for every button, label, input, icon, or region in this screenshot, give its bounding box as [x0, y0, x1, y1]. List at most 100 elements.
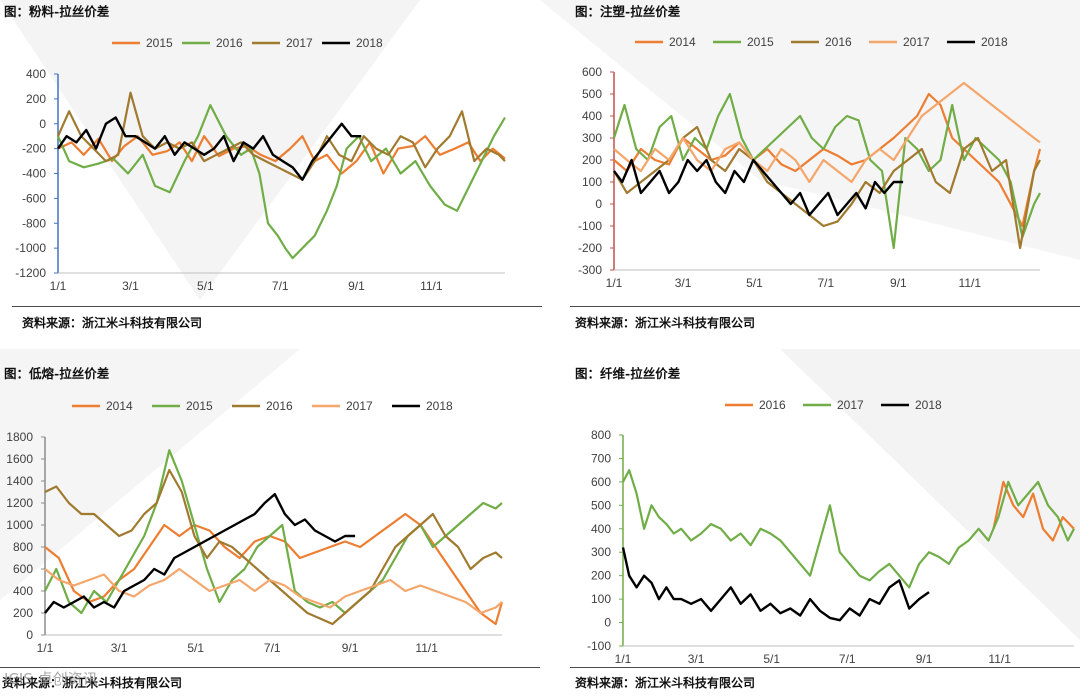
y-tick-label: -600 [22, 191, 46, 205]
panel-title: 图：纤维-拉丝价差 [575, 366, 681, 381]
y-tick-label: 700 [591, 451, 611, 465]
series-line-2018 [621, 547, 930, 622]
y-tick-label: 0 [26, 628, 33, 642]
legend-label-2014: 2014 [669, 35, 696, 49]
y-tick-label: 200 [13, 606, 33, 620]
y-tick-label: 500 [591, 498, 611, 512]
legend-label-2017: 2017 [286, 36, 313, 50]
y-tick-label: 200 [582, 153, 602, 167]
y-tick-label: 0 [604, 616, 611, 630]
y-tick-label: -400 [22, 167, 46, 181]
x-tick-label: 3/1 [122, 279, 139, 293]
x-tick-label: 7/1 [817, 276, 834, 290]
x-tick-label: 5/1 [197, 279, 214, 293]
watermark-logo: ICIS 卓创资讯 [4, 670, 98, 688]
x-tick-label: 7/1 [264, 641, 281, 655]
y-tick-label: 600 [13, 562, 33, 576]
series-line-2015 [57, 135, 506, 175]
y-tick-label: 0 [595, 197, 602, 211]
y-tick-label: 400 [591, 522, 611, 536]
y-tick-label: 1800 [6, 430, 33, 444]
source-note: 资料来源：浙江米斗科技有限公司 [575, 316, 756, 330]
zhusu-spread-chart: 600 500 400 300 200 100 0 -100 -200 -300 1/1 3/1 5/1… [578, 35, 1042, 290]
series-line-2017 [44, 567, 503, 615]
y-tick-label: 800 [13, 540, 33, 554]
x-tick-label: 3/1 [675, 276, 692, 290]
y-tick-label: 300 [582, 131, 602, 145]
y-tick-label: -200 [578, 241, 602, 255]
y-tick-label: 1200 [6, 496, 33, 510]
x-tick-label: 1/1 [615, 652, 632, 666]
y-tick-label: 100 [582, 175, 602, 189]
legend-label-2016: 2016 [825, 35, 852, 49]
legend-label-2016: 2016 [266, 399, 293, 413]
x-tick-label: 5/1 [763, 652, 780, 666]
x-tick-label: 11/1 [959, 276, 982, 290]
y-tick-label: -300 [578, 263, 602, 277]
source-divider [0, 667, 540, 668]
panel-title: 图：低熔-拉丝价差 [4, 366, 110, 381]
y-tick-label: 500 [582, 87, 602, 101]
x-tick-label: 9/1 [342, 641, 359, 655]
source-note: 资料来源：浙江米斗科技有限公司 [2, 676, 183, 690]
x-tick-label: 11/1 [420, 279, 443, 293]
legend-label-2016: 2016 [759, 398, 786, 412]
x-tick-label: 3/1 [688, 652, 705, 666]
x-tick-label: 1/1 [37, 641, 54, 655]
x-tick-label: 1/1 [50, 279, 67, 293]
y-tick-label: -800 [22, 216, 46, 230]
y-tick-label: -100 [578, 219, 602, 233]
panel-title: 图：注塑-拉丝价差 [575, 4, 681, 19]
x-tick-label: 9/1 [890, 276, 907, 290]
y-tick-label: 200 [591, 569, 611, 583]
series-line-2017 [613, 81, 1041, 184]
series-line-2016 [56, 103, 506, 260]
y-tick-label: 400 [582, 109, 602, 123]
series-line-2018 [44, 492, 356, 614]
legend-label-2018: 2018 [426, 399, 453, 413]
series-line-2014 [44, 512, 504, 626]
legend-label-2015: 2015 [747, 35, 774, 49]
legend-label-2017: 2017 [903, 35, 930, 49]
y-tick-label: -100 [587, 639, 611, 653]
series-line-2018 [613, 158, 904, 217]
legend-label-2017: 2017 [346, 399, 373, 413]
legend-label-2018: 2018 [356, 36, 383, 50]
y-tick-label: 200 [26, 92, 46, 106]
x-tick-label: 11/1 [988, 652, 1011, 666]
source-divider [12, 306, 542, 307]
y-tick-label: 400 [13, 584, 33, 598]
series-line-2018 [57, 116, 362, 181]
x-tick-label: 9/1 [348, 279, 365, 293]
series-line-2017 [622, 469, 1075, 589]
y-tick-label: -200 [22, 142, 46, 156]
series-line-2017 [56, 91, 506, 181]
source-note: 资料来源：浙江米斗科技有限公司 [22, 316, 203, 330]
y-tick-label: 800 [591, 428, 611, 442]
series-line-2015 [44, 449, 503, 615]
y-tick-label: 0 [39, 117, 46, 131]
y-tick-label: 600 [591, 475, 611, 489]
legend-label-2015: 2015 [146, 36, 173, 50]
series-line-2016 [44, 468, 503, 626]
panel-title: 图：粉料-拉丝价差 [4, 4, 110, 19]
y-tick-label: -1000 [15, 241, 46, 255]
y-tick-label: 400 [26, 67, 46, 81]
x-tick-label: 7/1 [272, 279, 289, 293]
y-tick-label: 1400 [6, 474, 33, 488]
legend-label-2014: 2014 [106, 399, 133, 413]
chart-panel-xianwei: 图：纤维-拉丝价差 800 700 600 500 400 300 200 100 0 -100 1… [540, 349, 1080, 698]
y-tick-label: 1600 [6, 452, 33, 466]
legend-label-2018: 2018 [981, 35, 1008, 49]
x-tick-label: 3/1 [111, 641, 128, 655]
x-tick-label: 1/1 [606, 276, 623, 290]
x-tick-label: 9/1 [916, 652, 933, 666]
x-tick-label: 7/1 [839, 652, 856, 666]
x-tick-label: 5/1 [746, 276, 763, 290]
y-tick-label: 100 [591, 592, 611, 606]
legend-label-2017: 2017 [837, 398, 864, 412]
y-tick-label: 600 [582, 65, 602, 79]
source-divider [570, 667, 1080, 668]
legend-label-2015: 2015 [186, 399, 213, 413]
